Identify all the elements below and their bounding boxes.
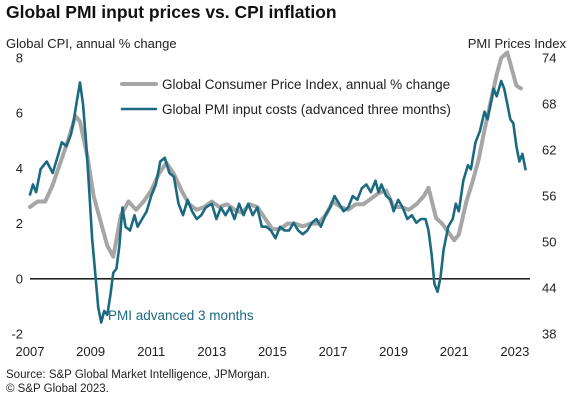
series-line-pmi [28, 79, 527, 324]
left-axis-label: Global CPI, annual % change [6, 36, 177, 51]
right-tick-label: 56 [542, 189, 556, 204]
right-tick-label: 38 [542, 327, 556, 342]
left-tick-label: 2 [16, 216, 23, 231]
right-tick-label: 74 [542, 51, 556, 66]
left-tick-label: 0 [16, 271, 23, 286]
left-tick-label: 8 [16, 51, 23, 66]
x-tick-label: 2011 [137, 344, 165, 359]
left-tick-label: 6 [16, 106, 23, 121]
right-tick-label: 68 [542, 97, 556, 112]
x-tick-label: 2023 [500, 344, 529, 359]
right-tick-label: 50 [542, 235, 556, 250]
source-note: Source: S&P Global Market Intelligence, … [6, 368, 270, 396]
right-tick-label: 44 [542, 281, 556, 296]
x-tick-label: 2015 [258, 344, 287, 359]
pmi-annotation: PMI advanced 3 months [108, 308, 254, 323]
x-tick-label: 2021 [440, 344, 469, 359]
source-line: Source: S&P Global Market Intelligence, … [6, 369, 270, 381]
right-tick-label: 62 [542, 143, 556, 158]
left-tick-label: 4 [16, 161, 23, 176]
x-tick-label: 2009 [76, 344, 105, 359]
copyright-line: © S&P Global 2023. [6, 383, 109, 395]
chart-title: Global PMI input prices vs. CPI inflatio… [6, 2, 337, 22]
legend-label: Global Consumer Price Index, annual % ch… [162, 77, 450, 92]
right-axis-label: PMI Prices Index [467, 36, 566, 51]
x-tick-label: 2007 [16, 344, 45, 359]
left-tick-label: -2 [11, 327, 23, 342]
x-tick-label: 2019 [379, 344, 408, 359]
series-line-cpi [28, 50, 523, 259]
x-tick-label: 2013 [197, 344, 226, 359]
legend-label: Global PMI input costs (advanced three m… [162, 102, 451, 117]
x-tick-label: 2017 [319, 344, 348, 359]
